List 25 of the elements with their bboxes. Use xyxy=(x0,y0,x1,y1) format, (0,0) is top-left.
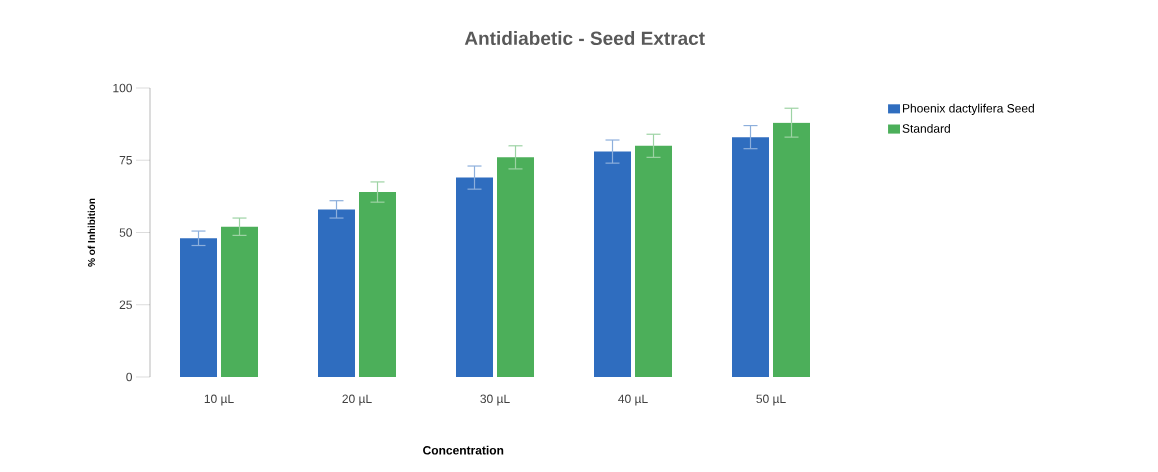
x-tick-label: 10 µL xyxy=(204,394,234,406)
bar xyxy=(635,145,672,377)
bar xyxy=(180,238,218,377)
y-tick-label: 50 xyxy=(119,228,133,237)
y-tick-label: 0 xyxy=(126,372,133,382)
bar xyxy=(318,209,356,377)
x-tick-label: 40 µL xyxy=(618,394,648,406)
y-tick-label: 100 xyxy=(113,83,132,93)
bar xyxy=(594,151,632,377)
legend-label: Standard xyxy=(902,123,950,133)
y-tick-label: 75 xyxy=(119,156,132,165)
x-axis-title: Concentration xyxy=(423,445,504,455)
bar xyxy=(497,157,535,377)
bar xyxy=(773,122,811,377)
bar xyxy=(456,177,493,377)
y-axis-title: % of Inhibition xyxy=(87,198,96,267)
bar xyxy=(732,137,770,377)
y-tick-label: 25 xyxy=(119,300,132,309)
x-tick-label: 20 µL xyxy=(342,394,372,406)
legend-label: Phoenix dactylifera Seed xyxy=(902,103,1034,115)
bar xyxy=(221,226,259,377)
x-tick-label: 30 µL xyxy=(480,394,510,406)
bar xyxy=(359,192,397,377)
chart-title: Antidiabetic - Seed Extract xyxy=(464,31,705,46)
x-tick-label: 50 µL xyxy=(756,394,786,406)
